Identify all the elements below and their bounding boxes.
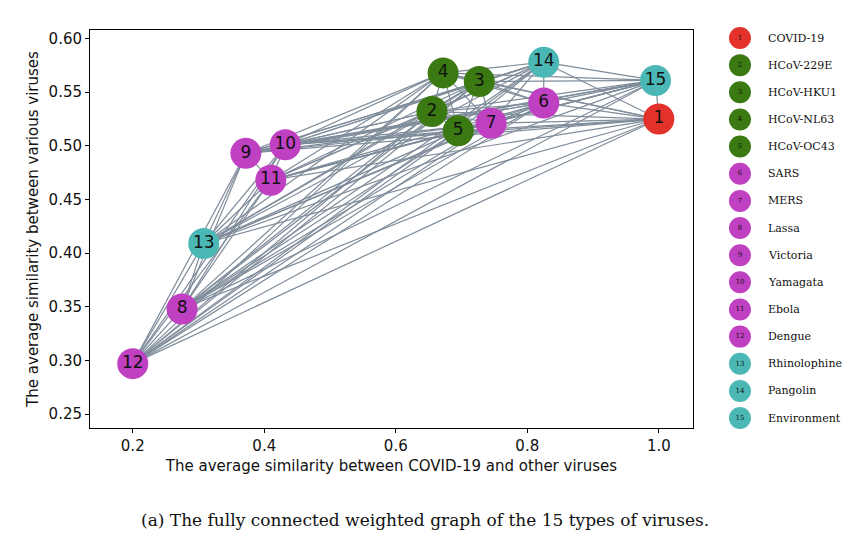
svg-text:Yamagata: Yamagata: [768, 276, 824, 289]
svg-text:0.2: 0.2: [121, 437, 145, 455]
svg-text:13: 13: [736, 360, 745, 368]
svg-text:6: 6: [738, 169, 743, 177]
svg-text:HCoV-OC43: HCoV-OC43: [768, 140, 835, 153]
svg-text:0.50: 0.50: [49, 137, 82, 155]
svg-text:2: 2: [427, 100, 438, 120]
svg-text:3: 3: [474, 70, 485, 90]
svg-text:10: 10: [736, 278, 745, 286]
svg-text:0.4: 0.4: [252, 437, 276, 455]
svg-text:HCoV-HKU1: HCoV-HKU1: [768, 86, 837, 99]
svg-text:0.6: 0.6: [384, 437, 408, 455]
svg-text:7: 7: [738, 197, 742, 205]
svg-text:Environment: Environment: [768, 412, 841, 425]
svg-text:Ebola: Ebola: [768, 303, 800, 316]
svg-text:7: 7: [486, 112, 497, 132]
svg-text:0.55: 0.55: [49, 83, 82, 101]
svg-text:14: 14: [533, 50, 555, 70]
svg-text:0.30: 0.30: [49, 352, 82, 370]
svg-text:13: 13: [193, 232, 215, 252]
svg-text:9: 9: [240, 142, 251, 162]
svg-text:1.0: 1.0: [647, 437, 671, 455]
svg-text:12: 12: [736, 332, 745, 340]
svg-text:4: 4: [738, 115, 743, 123]
svg-text:0.40: 0.40: [49, 244, 82, 262]
svg-text:1: 1: [738, 34, 742, 42]
svg-text:5: 5: [738, 142, 742, 150]
svg-text:0.35: 0.35: [49, 298, 82, 316]
svg-text:8: 8: [177, 297, 188, 317]
svg-text:Rhinolophine: Rhinolophine: [768, 357, 842, 370]
svg-text:0.45: 0.45: [49, 191, 82, 209]
svg-text:HCoV-NL63: HCoV-NL63: [768, 113, 834, 126]
svg-text:14: 14: [736, 387, 745, 395]
svg-text:COVID-19: COVID-19: [768, 32, 824, 45]
svg-text:Dengue: Dengue: [768, 330, 811, 343]
svg-text:SARS: SARS: [768, 167, 799, 180]
svg-text:3: 3: [738, 88, 742, 96]
svg-text:0.8: 0.8: [515, 437, 539, 455]
svg-text:(a) The fully connected weight: (a) The fully connected weighted graph o…: [141, 510, 709, 530]
svg-text:2: 2: [738, 61, 742, 69]
svg-text:4: 4: [438, 61, 449, 81]
svg-text:12: 12: [122, 352, 144, 372]
svg-text:15: 15: [736, 414, 745, 422]
svg-text:9: 9: [738, 251, 742, 259]
svg-text:11: 11: [260, 168, 282, 188]
svg-text:HCoV-229E: HCoV-229E: [768, 59, 832, 72]
svg-text:8: 8: [738, 224, 742, 232]
svg-text:10: 10: [274, 133, 296, 153]
svg-text:Lassa: Lassa: [768, 222, 800, 235]
svg-text:15: 15: [645, 69, 667, 89]
svg-text:6: 6: [538, 91, 549, 111]
svg-text:0.60: 0.60: [49, 30, 82, 48]
svg-text:The average similarity between: The average similarity between COVID-19 …: [165, 457, 617, 475]
svg-text:0.25: 0.25: [49, 405, 82, 423]
svg-text:The average similarity between: The average similarity between various v…: [24, 51, 42, 408]
svg-text:Victoria: Victoria: [768, 249, 813, 262]
svg-text:11: 11: [736, 305, 745, 313]
svg-text:Pangolin: Pangolin: [768, 384, 816, 397]
svg-text:1: 1: [653, 107, 664, 127]
svg-text:MERS: MERS: [768, 194, 803, 207]
svg-text:5: 5: [453, 119, 464, 139]
